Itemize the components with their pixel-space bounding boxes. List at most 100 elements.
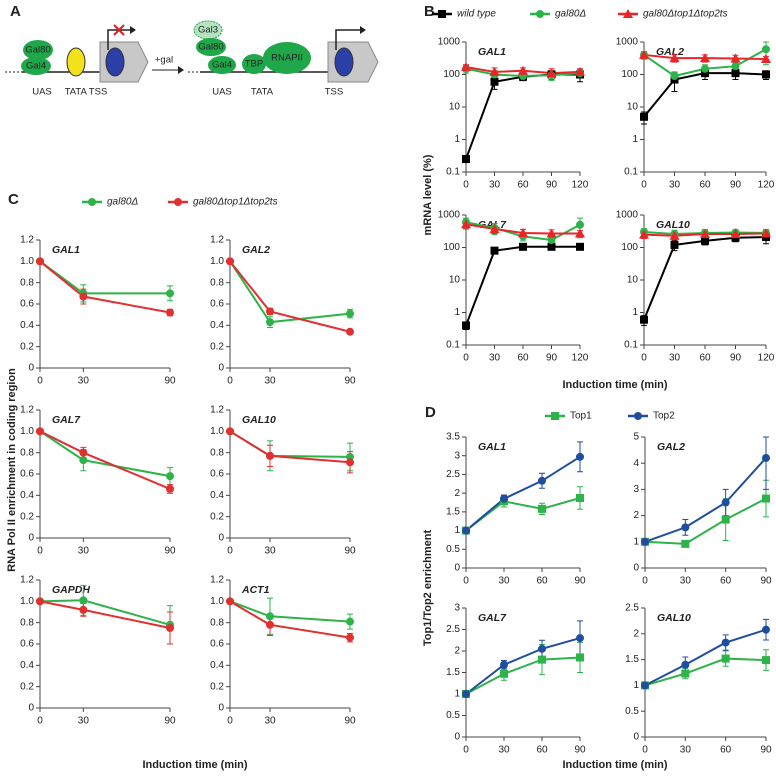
y-tick-label: 0: [633, 732, 639, 743]
y-tick-label: 3: [454, 450, 460, 461]
tss-arrow-head: [130, 26, 136, 34]
y-tick-label: 1.0: [20, 596, 34, 607]
y-tick-label: 0.8: [20, 447, 34, 458]
arrow-head: [178, 66, 184, 74]
marker: [462, 321, 470, 330]
series-line: [229, 260, 351, 324]
panel-label: B: [424, 3, 435, 20]
marker: [79, 596, 88, 605]
marker: [462, 526, 470, 535]
error-bar: [763, 436, 769, 490]
y-tick-label: 0.2: [20, 511, 34, 522]
x-tick-label: 90: [344, 716, 356, 727]
y-tick-label: 2: [454, 488, 460, 499]
y-tick-label: 100: [621, 69, 638, 80]
x-tick-label: 60: [699, 180, 711, 191]
y-axis-label: Top1/Top2 enrichment: [422, 530, 434, 647]
x-tick-label: 30: [669, 353, 681, 364]
y-tick-label: 10: [449, 275, 461, 286]
panel-a-diagram: A Gal80 Gal4 UAS TATA TSS +gal Gal3 Gal8…: [5, 3, 379, 98]
marker: [166, 472, 174, 481]
axes: [39, 240, 170, 369]
nucleosome: [105, 47, 125, 77]
marker: [761, 228, 771, 238]
y-tick-label: 1.0: [20, 256, 34, 267]
x-axis-label: Induction time (min): [562, 379, 667, 391]
panel-label: A: [10, 3, 21, 20]
series-line: [229, 430, 351, 458]
y-tick-label: 0.2: [210, 511, 224, 522]
element-label: TATA: [251, 87, 274, 98]
marker: [641, 681, 649, 690]
marker: [576, 653, 584, 662]
protein-label: TBP: [245, 59, 263, 70]
y-tick-label: 1.2: [20, 405, 34, 416]
y-tick-label: 0: [218, 533, 224, 544]
x-tick-label: 90: [730, 180, 742, 191]
marker: [266, 451, 274, 460]
protein-label: Gal4: [26, 61, 46, 72]
marker: [79, 292, 88, 301]
marker: [640, 112, 648, 121]
subplot-title: GAL1: [478, 441, 506, 453]
y-tick-label: 2.5: [446, 624, 460, 635]
marker: [462, 690, 470, 698]
marker: [701, 69, 709, 78]
marker: [489, 224, 500, 234]
series-line: [465, 455, 581, 532]
nucleosome: [66, 47, 86, 77]
marker: [346, 309, 354, 318]
y-tick-label: 0.6: [210, 299, 224, 310]
marker: [266, 612, 274, 621]
x-tick-label: 30: [264, 376, 276, 387]
marker: [575, 66, 585, 76]
y-tick-label: 10: [449, 102, 461, 113]
gal4-shape: [208, 56, 236, 74]
marker: [226, 257, 234, 266]
y-axis-label: RNA Pol II enrichment in coding region: [6, 368, 18, 572]
tbp-shape: [242, 54, 266, 74]
y-tick-label: 2.5: [446, 469, 460, 480]
y-axis-label: mRNA level (%): [422, 154, 434, 235]
x-tick-label: 30: [669, 180, 681, 191]
y-tick-label: 100: [443, 242, 460, 253]
y-tick-label: 1.0: [210, 426, 224, 437]
marker: [669, 53, 680, 63]
element-label: TSS: [325, 87, 343, 98]
y-tick-label: 1000: [438, 37, 461, 48]
y-tick-label: 2.5: [625, 603, 639, 614]
marker: [518, 227, 528, 237]
nucleosome: [334, 47, 354, 77]
y-tick-label: 1: [454, 134, 460, 145]
marker: [266, 620, 274, 629]
x-tick-label: 0: [463, 353, 469, 364]
marker: [490, 246, 499, 255]
x-tick-label: 30: [78, 546, 90, 557]
protein-label: RNAPII: [271, 53, 303, 64]
marker: [547, 236, 556, 245]
marker: [670, 71, 679, 80]
y-tick-label: 1: [633, 536, 639, 547]
subplot-title: GAL2: [242, 244, 270, 256]
y-tick-label: 3: [454, 603, 460, 614]
y-tick-label: 0.4: [20, 490, 34, 501]
marker: [576, 452, 584, 461]
y-tick-label: 0.5: [625, 706, 639, 717]
x-tick-label: 0: [641, 353, 647, 364]
axes: [644, 437, 766, 569]
marker: [226, 427, 234, 436]
y-tick-label: 1.2: [20, 575, 34, 586]
subplot-title: GAL10: [657, 612, 691, 624]
marker: [166, 484, 174, 493]
marker: [500, 494, 508, 503]
x-axis-label: Induction time (min): [142, 759, 247, 771]
series-line: [39, 430, 171, 478]
marker: [36, 597, 44, 606]
y-tick-label: 1.2: [210, 575, 224, 586]
y-tick-label: 0.4: [210, 660, 224, 671]
marker: [721, 654, 730, 663]
marker: [346, 458, 354, 467]
rnapii-shape: [263, 42, 311, 74]
marker: [576, 634, 584, 643]
series-line: [465, 656, 581, 695]
